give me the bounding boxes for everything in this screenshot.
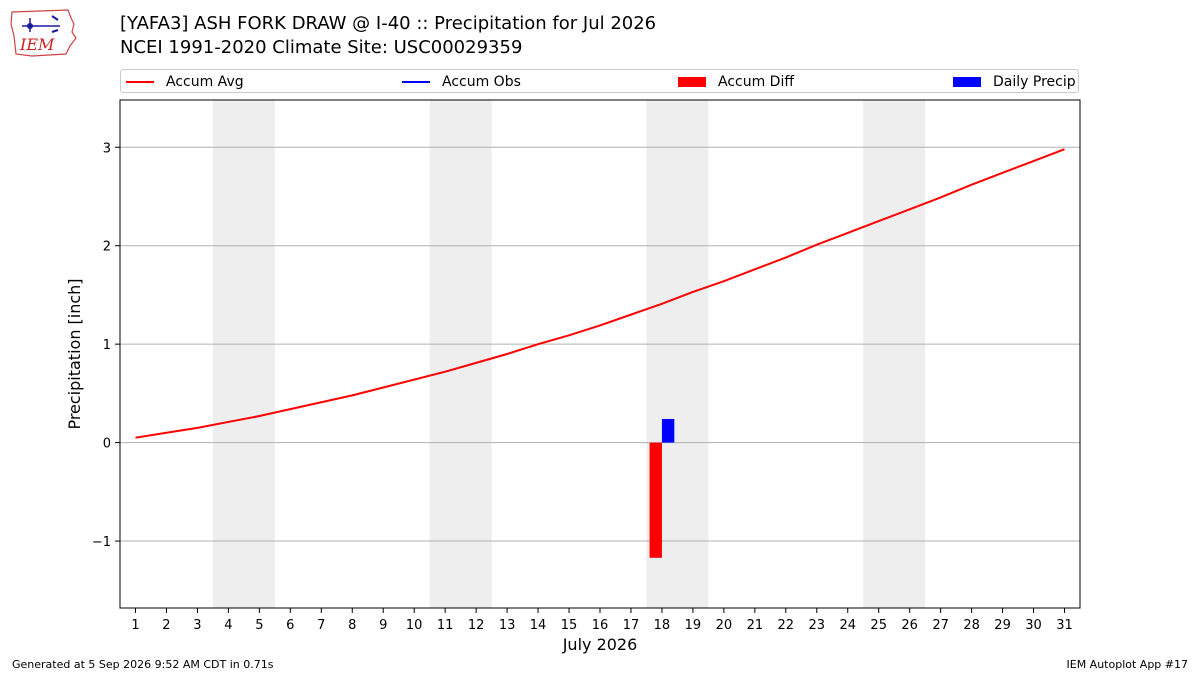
- x-tick-label: 7: [317, 618, 325, 633]
- x-tick-label: 3: [193, 618, 201, 633]
- x-tick-label: 30: [1025, 618, 1042, 633]
- iem-logo: IEM: [10, 9, 77, 57]
- y-tick-label: 0: [103, 437, 111, 452]
- legend: Accum Avg Accum Obs Accum Diff Daily Pre…: [120, 69, 1079, 93]
- weekend-shade: [863, 100, 926, 608]
- y-ticks: −1 0 1 2 3: [92, 141, 120, 550]
- x-ticks: 1 2 3 4 5 6 7 8 9 10 11 12 13 14 15 16 17 18 19 20 21 22 23 24 2…: [131, 608, 1073, 633]
- x-tick-label: 1: [131, 618, 139, 633]
- legend-label: Accum Diff: [718, 74, 795, 90]
- accum-diff-bar: [649, 442, 662, 558]
- x-tick-label: 10: [406, 618, 423, 633]
- iowa-outline: [10, 9, 77, 57]
- legend-line-icon: [126, 81, 154, 83]
- legend-item-daily-precip: Daily Precip: [953, 73, 1076, 91]
- x-tick-label: 17: [623, 618, 640, 633]
- legend-label: Accum Avg: [166, 74, 244, 90]
- legend-item-accum-avg: Accum Avg: [126, 73, 244, 91]
- daily-precip-bar: [661, 418, 675, 443]
- weekend-shading: [212, 100, 926, 608]
- x-axis-label: July 2026: [562, 635, 638, 654]
- y-gridlines: [120, 146, 1080, 542]
- legend-line-icon: [402, 81, 430, 83]
- x-tick-label: 20: [716, 618, 733, 633]
- footer-generated: Generated at 5 Sep 2026 9:52 AM CDT in 0…: [12, 658, 274, 671]
- x-tick-label: 31: [1056, 618, 1073, 633]
- y-tick-label: 3: [103, 141, 111, 156]
- x-tick-label: 6: [286, 618, 294, 633]
- legend-item-accum-obs: Accum Obs: [402, 73, 521, 91]
- x-tick-label: 14: [530, 618, 547, 633]
- x-tick-label: 29: [994, 618, 1011, 633]
- x-tick-label: 13: [499, 618, 516, 633]
- x-tick-label: 18: [654, 618, 671, 633]
- chart-title: [YAFA3] ASH FORK DRAW @ I-40 :: Precipit…: [120, 13, 657, 34]
- x-tick-label: 19: [685, 618, 702, 633]
- x-tick-label: 28: [963, 618, 980, 633]
- legend-label: Daily Precip: [993, 74, 1076, 90]
- x-tick-label: 21: [747, 618, 764, 633]
- x-tick-label: 11: [437, 618, 454, 633]
- legend-patch-icon: [678, 77, 706, 87]
- x-tick-label: 22: [778, 618, 795, 633]
- x-tick-label: 12: [468, 618, 485, 633]
- chart-subtitle: NCEI 1991-2020 Climate Site: USC00029359: [120, 37, 523, 58]
- y-axis-label: Precipitation [inch]: [65, 278, 84, 429]
- legend-patch-icon: [953, 77, 981, 87]
- x-tick-label: 5: [255, 618, 263, 633]
- logo-text: IEM: [19, 35, 55, 54]
- x-tick-label: 23: [809, 618, 826, 633]
- legend-label: Accum Obs: [442, 74, 521, 90]
- y-tick-label: 2: [103, 240, 111, 255]
- weekend-shade: [429, 100, 492, 608]
- x-tick-label: 9: [379, 618, 387, 633]
- legend-item-accum-diff: Accum Diff: [678, 73, 794, 91]
- y-tick-label: 1: [103, 338, 111, 353]
- x-tick-label: 15: [561, 618, 578, 633]
- y-tick-label: −1: [92, 535, 111, 550]
- x-tick-label: 4: [224, 618, 232, 633]
- x-tick-label: 26: [901, 618, 918, 633]
- accum-avg-line: [135, 148, 1065, 439]
- x-tick-label: 2: [162, 618, 170, 633]
- x-tick-label: 25: [870, 618, 887, 633]
- x-tick-label: 24: [839, 618, 856, 633]
- lines: [135, 148, 1065, 439]
- bars: [649, 418, 675, 558]
- weekend-shade: [212, 100, 275, 608]
- x-tick-label: 8: [348, 618, 356, 633]
- footer-app: IEM Autoplot App #17: [1066, 658, 1189, 671]
- x-tick-label: 16: [592, 618, 609, 633]
- x-tick-label: 27: [932, 618, 949, 633]
